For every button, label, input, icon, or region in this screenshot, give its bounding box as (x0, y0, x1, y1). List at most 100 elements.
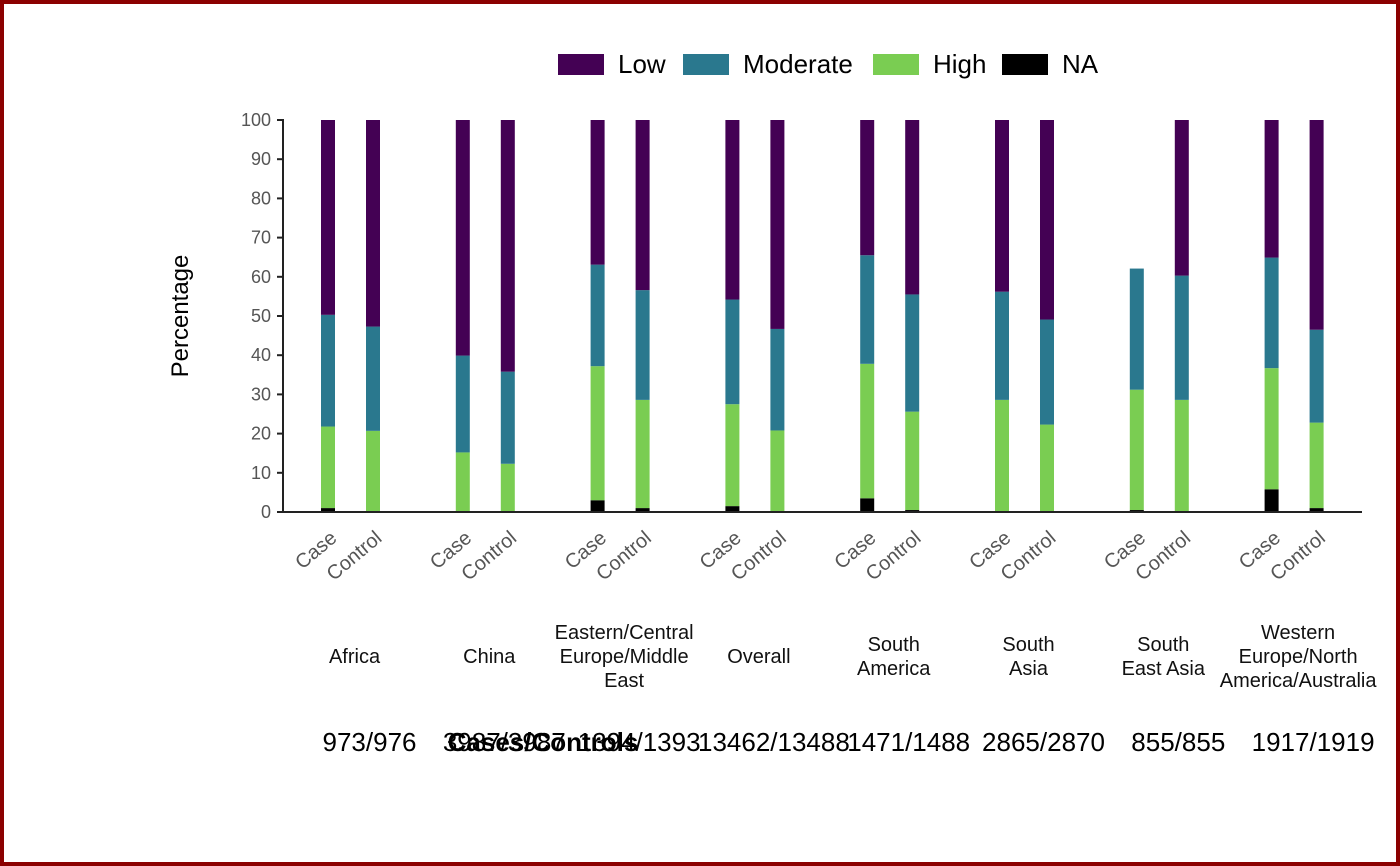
legend-label-na: NA (1062, 49, 1099, 79)
region-label: East Asia (1122, 658, 1206, 680)
bar-moderate-control (635, 290, 650, 400)
bar-high-case (995, 399, 1009, 512)
counts-row: 973/976 3987/3987 1394/139313462/134881471… (323, 727, 1375, 757)
counts-title: Cases/Controls (448, 727, 639, 757)
y-tick-label: 0 (261, 502, 271, 522)
region-label: America/Australia (1220, 670, 1378, 692)
y-tick-label: 30 (251, 384, 271, 404)
bar-low-control (635, 120, 650, 291)
bar-low-case (455, 120, 470, 356)
region-label: Europe/Middle (560, 646, 689, 668)
bar-na-case (590, 500, 605, 512)
count-label: 973/976 (323, 727, 417, 757)
bar-low-case (995, 120, 1009, 292)
bar-high-case (725, 404, 740, 507)
y-tick-label: 10 (251, 463, 271, 483)
bar-high-control (1040, 424, 1054, 512)
legend-label-high: High (933, 49, 986, 79)
y-tick-label: 50 (251, 306, 271, 326)
count-label: 3987/3987 (443, 727, 566, 757)
bar-low-case (860, 120, 875, 256)
bar-moderate-case (1264, 257, 1279, 369)
bar-moderate-control (1174, 275, 1189, 400)
legend-label-low: Low (618, 49, 666, 79)
legend-label-moderate: Moderate (743, 49, 853, 79)
region-label: Overall (727, 646, 790, 668)
legend-swatch-low (558, 54, 604, 75)
bar-moderate-control (366, 326, 380, 431)
bars (321, 120, 1324, 512)
count-label: 13462/13488 (698, 727, 850, 757)
bar-low-case (590, 120, 605, 265)
bar-low-control (366, 120, 380, 327)
bar-high-control (770, 430, 785, 512)
bar-na-case (321, 508, 335, 512)
bar-high-case (321, 426, 335, 509)
bar-moderate-control (770, 328, 785, 431)
bar-low-control (1040, 120, 1054, 320)
bar-low-control (770, 120, 785, 329)
bar-na-case (860, 498, 875, 512)
region-label: South (1137, 634, 1189, 656)
bar-low-case (725, 120, 740, 300)
y-tick-label: 20 (251, 424, 271, 444)
bar-moderate-control (500, 371, 515, 464)
bar-high-case (1264, 368, 1279, 490)
legend-swatch-na (1002, 54, 1048, 75)
bar-low-control (500, 120, 515, 372)
y-tick-label: 60 (251, 267, 271, 287)
bar-low-control (1174, 120, 1189, 276)
bar-moderate-control (905, 294, 920, 412)
region-label: America (857, 658, 931, 680)
bar-high-control (1309, 422, 1324, 509)
bar-low-control (1309, 120, 1324, 330)
bar-high-case (590, 366, 605, 501)
count-label: 855/855 (1131, 727, 1225, 757)
bar-high-control (500, 463, 515, 512)
legend: Low Moderate High NA (558, 49, 1099, 79)
bar-na-control (635, 508, 650, 512)
region-label: Western (1261, 622, 1335, 644)
bar-high-control (1174, 399, 1189, 512)
region-label: South (868, 634, 920, 656)
region-labels: Africa ChinaEastern/CentralEurope/MiddleE… (329, 622, 1377, 692)
y-tick-label: 100 (241, 110, 271, 130)
y-tick-label: 80 (251, 188, 271, 208)
bar-moderate-case (1129, 268, 1144, 390)
count-label: 2865/2870 (982, 727, 1105, 757)
region-label: Africa (329, 646, 381, 668)
bar-high-control (635, 399, 650, 509)
bar-high-case (455, 452, 470, 512)
bar-moderate-case (995, 291, 1009, 400)
region-label: East (604, 670, 644, 692)
bar-moderate-case (860, 255, 875, 364)
y-axis-title: Percentage (167, 255, 194, 378)
legend-swatch-high (873, 54, 919, 75)
bar-low-case (321, 120, 335, 315)
bar-high-control (905, 411, 920, 511)
bar-moderate-case (321, 314, 335, 427)
bar-low-case (1264, 120, 1279, 258)
legend-swatch-moderate (683, 54, 729, 75)
region-label: China (463, 646, 516, 668)
count-label: 1471/1488 (847, 727, 970, 757)
region-label: South (1002, 634, 1054, 656)
bar-moderate-case (725, 299, 740, 405)
bar-low-control (905, 120, 920, 295)
bar-high-case (860, 363, 875, 499)
bar-na-control (1309, 508, 1324, 512)
count-label: 1917/1919 (1252, 727, 1375, 757)
region-label: Europe/North (1239, 646, 1358, 668)
region-label: Eastern/Central (555, 622, 694, 644)
bar-moderate-control (1309, 329, 1324, 423)
bar-moderate-case (455, 355, 470, 453)
region-label: Asia (1009, 658, 1049, 680)
bar-high-control (366, 430, 380, 512)
y-tick-label: 70 (251, 228, 271, 248)
bar-high-case (1129, 389, 1144, 511)
y-tick-label: 40 (251, 345, 271, 365)
y-axis: 0 10 20 30 40 50 60 70 80 90 100 (241, 110, 284, 522)
